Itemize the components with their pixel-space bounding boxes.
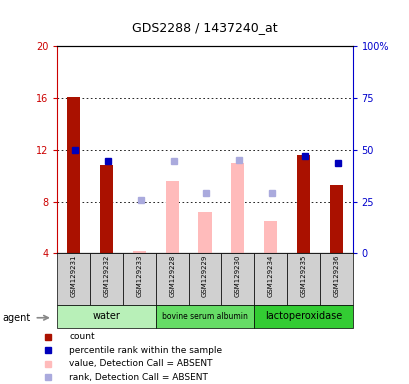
Bar — [67, 97, 80, 253]
Bar — [198, 212, 211, 253]
Bar — [254, 253, 286, 305]
Text: value, Detection Call = ABSENT: value, Detection Call = ABSENT — [69, 359, 212, 368]
Bar — [254, 305, 352, 328]
Bar — [231, 163, 244, 253]
Bar — [155, 253, 188, 305]
Bar — [57, 253, 90, 305]
Text: rank, Detection Call = ABSENT: rank, Detection Call = ABSENT — [69, 373, 208, 382]
Text: GSM129231: GSM129231 — [71, 255, 76, 298]
Bar — [221, 253, 254, 305]
Text: water: water — [92, 311, 120, 321]
Text: GSM129235: GSM129235 — [300, 255, 306, 297]
Text: GSM129232: GSM129232 — [103, 255, 109, 297]
Text: GSM129233: GSM129233 — [136, 255, 142, 298]
Bar — [90, 253, 123, 305]
Bar — [123, 253, 155, 305]
Bar — [133, 251, 146, 253]
Text: GSM129230: GSM129230 — [234, 255, 240, 298]
Text: GDS2288 / 1437240_at: GDS2288 / 1437240_at — [132, 21, 277, 34]
Bar — [100, 165, 113, 253]
Text: agent: agent — [2, 313, 30, 323]
Text: lactoperoxidase: lactoperoxidase — [264, 311, 341, 321]
Text: GSM129236: GSM129236 — [333, 255, 338, 298]
Bar — [286, 253, 319, 305]
Bar — [155, 305, 254, 328]
Bar — [329, 185, 342, 253]
Text: GSM129234: GSM129234 — [267, 255, 273, 297]
Bar — [188, 253, 221, 305]
Text: GSM129228: GSM129228 — [169, 255, 175, 297]
Bar — [319, 253, 352, 305]
Text: bovine serum albumin: bovine serum albumin — [162, 312, 247, 321]
Text: GSM129229: GSM129229 — [202, 255, 207, 297]
Bar — [296, 155, 309, 253]
Bar — [263, 221, 276, 253]
Text: percentile rank within the sample: percentile rank within the sample — [69, 346, 222, 355]
Text: count: count — [69, 333, 95, 341]
Bar — [57, 305, 155, 328]
Bar — [165, 181, 178, 253]
